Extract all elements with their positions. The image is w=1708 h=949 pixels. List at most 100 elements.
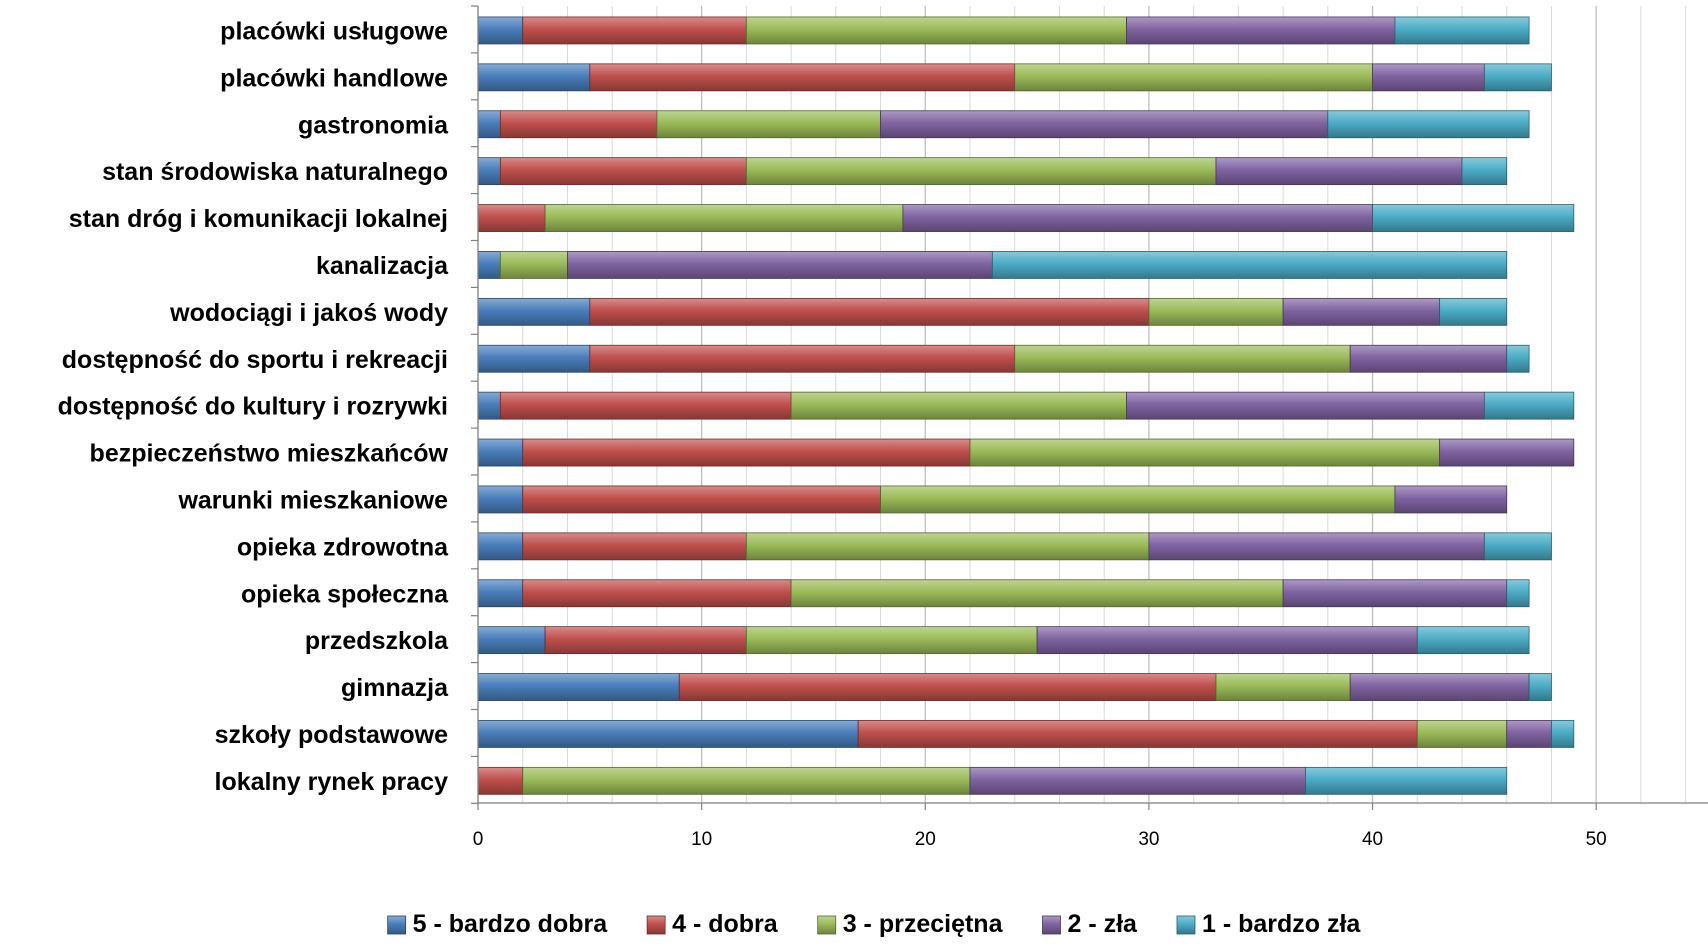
x-tick-label: 50	[1586, 829, 1607, 850]
category-label: kanalizacja	[316, 252, 449, 280]
bar-segment	[478, 580, 523, 607]
bar-segment	[1440, 439, 1574, 466]
x-tick-labels: 0 10 20 30 40 50	[473, 829, 1607, 850]
bar-segment	[1462, 158, 1507, 185]
bar-segment	[1395, 17, 1529, 44]
legend-swatch	[1177, 916, 1195, 934]
bar-segment	[478, 767, 523, 794]
bar-segment	[1127, 17, 1395, 44]
bar-segment	[545, 627, 746, 654]
legend-label: 2 - zła	[1067, 910, 1138, 938]
bar-segment	[1350, 345, 1507, 372]
bar-segment	[1283, 298, 1440, 325]
bar-segment	[903, 205, 1373, 232]
bar-segment	[1216, 158, 1462, 185]
bar-segment	[478, 251, 500, 278]
bar-segment	[1551, 720, 1573, 747]
bar-segment	[1305, 767, 1506, 794]
bar-segment	[523, 439, 970, 466]
category-label: stan dróg i komunikacji lokalnej	[69, 205, 448, 233]
bar-segment	[523, 17, 747, 44]
category-label: stan środowiska naturalnego	[102, 158, 448, 186]
legend-label: 5 - bardzo dobra	[413, 910, 609, 938]
bar-segment	[478, 486, 523, 513]
bar-segment	[1149, 298, 1283, 325]
bars	[478, 17, 1574, 794]
bar-segment	[992, 251, 1506, 278]
legend-label: 4 - dobra	[672, 910, 779, 938]
bar-segment	[1037, 627, 1417, 654]
bar-segment	[1417, 720, 1506, 747]
bar-segment	[791, 392, 1126, 419]
bar-segment	[970, 767, 1305, 794]
bar-segment	[478, 345, 590, 372]
bar-segment	[1507, 580, 1529, 607]
category-labels: placówki usługowe placówki handlowe gastro…	[58, 17, 449, 795]
bar-segment	[881, 486, 1395, 513]
bar-segment	[500, 251, 567, 278]
x-tick-label: 10	[691, 829, 712, 850]
bar-segment	[590, 345, 1015, 372]
bar-segment	[1149, 533, 1484, 560]
bar-segment	[478, 17, 523, 44]
bar-segment	[1015, 64, 1373, 91]
category-label: gastronomia	[298, 111, 449, 139]
bar-segment	[791, 580, 1283, 607]
bar-segment	[478, 111, 500, 138]
bar-segment	[478, 533, 523, 560]
bar-segment	[746, 17, 1126, 44]
legend-swatch	[818, 916, 836, 934]
bar-segment	[478, 158, 500, 185]
bar-segment	[500, 392, 791, 419]
bar-segment	[523, 533, 747, 560]
category-label: lokalny rynek pracy	[215, 768, 449, 796]
bar-segment	[746, 533, 1149, 560]
bar-segment	[858, 720, 1417, 747]
category-label: szkoły podstawowe	[215, 721, 448, 749]
bar-segment	[1440, 298, 1507, 325]
legend: 5 - bardzo dobra 4 - dobra 3 - przeciętna 2…	[388, 910, 1362, 938]
category-label: opieka społeczna	[241, 580, 449, 608]
bar-segment	[746, 627, 1037, 654]
bar-segment	[1484, 533, 1551, 560]
category-label: przedszkola	[305, 627, 449, 655]
bar-segment	[500, 158, 746, 185]
bar-segment	[523, 580, 791, 607]
x-tick-label: 20	[915, 829, 936, 850]
bar-segment	[478, 674, 679, 701]
bar-segment	[590, 64, 1015, 91]
legend-label: 1 - bardzo zła	[1202, 910, 1361, 938]
category-label: placówki handlowe	[220, 64, 448, 92]
bar-segment	[1373, 205, 1574, 232]
bar-segment	[679, 674, 1216, 701]
bar-segment	[1216, 674, 1350, 701]
bar-segment	[523, 767, 970, 794]
legend-swatch	[388, 916, 406, 934]
x-tick-label: 30	[1138, 829, 1159, 850]
bar-segment	[1395, 486, 1507, 513]
bar-segment	[523, 486, 881, 513]
bar-segment	[657, 111, 881, 138]
bar-segment	[478, 64, 590, 91]
x-tick-label: 0	[473, 829, 484, 850]
legend-swatch	[1042, 916, 1060, 934]
bar-segment	[478, 392, 500, 419]
bar-segment	[1484, 64, 1551, 91]
bar-segment	[1283, 580, 1507, 607]
bar-segment	[590, 298, 1149, 325]
category-label: placówki usługowe	[220, 17, 448, 45]
bar-segment	[1127, 392, 1485, 419]
legend-label: 3 - przeciętna	[843, 910, 1004, 938]
bar-segment	[567, 251, 992, 278]
bar-segment	[1507, 720, 1552, 747]
bar-segment	[478, 205, 545, 232]
bar-segment	[970, 439, 1440, 466]
category-label: gimnazja	[341, 674, 449, 702]
category-label: wodociągi i jakoś wody	[169, 299, 448, 327]
bar-segment	[545, 205, 903, 232]
bar-segment	[1417, 627, 1529, 654]
category-label: warunki mieszkaniowe	[177, 486, 448, 514]
category-label: bezpieczeństwo mieszkańców	[90, 440, 449, 468]
bar-segment	[478, 720, 858, 747]
